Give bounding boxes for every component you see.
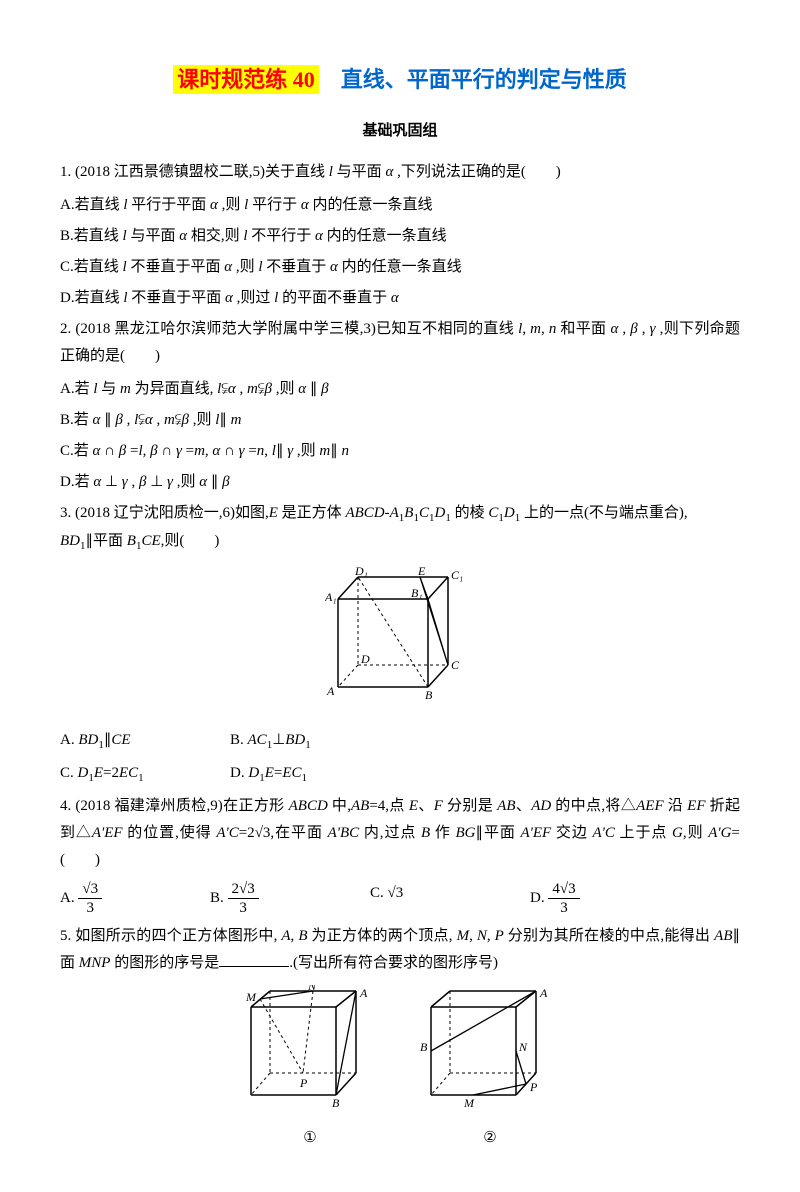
svg-text:M: M bbox=[463, 1096, 475, 1110]
q4-opts: A. √33 B. 2√33 C. √3 D. 4√33 bbox=[60, 880, 740, 917]
svg-text:D₁: D₁ bbox=[354, 567, 368, 578]
q1-stem: (2018 江西景德镇盟校二联,5)关于直线 l 与平面 α ,下列说法正确的是… bbox=[75, 164, 561, 180]
q4-optB: B. 2√33 bbox=[210, 880, 370, 917]
q3-optA: A. BD1∥CE bbox=[60, 727, 230, 756]
q3-opts-row2: C. D1E=2EC1 D. D1E=EC1 bbox=[60, 760, 740, 789]
page-title: 课时规范练 40 直线、平面平行的判定与性质 bbox=[60, 60, 740, 100]
q4-optD: D. 4√33 bbox=[530, 880, 650, 917]
question-3: 3. (2018 辽宁沈阳质检一,6)如图,E 是正方体 ABCD-A1B1C1… bbox=[60, 500, 740, 558]
svg-text:A₁: A₁ bbox=[325, 590, 337, 604]
fill-blank[interactable] bbox=[219, 952, 289, 967]
q5-stem: 如图所示的四个正方体图形中, A, B 为正方体的两个顶点, M, N, P 分… bbox=[60, 928, 740, 971]
q4-optC: C. √3 bbox=[370, 880, 530, 917]
q5-num: 5. bbox=[60, 928, 71, 944]
q2-optB: B.若 α ∥ β , l⫋α , m⫋β ,则 l∥ m bbox=[60, 407, 740, 434]
q2-optD: D.若 α ⊥ γ , β ⊥ γ ,则 α ∥ β bbox=[60, 469, 740, 496]
q1-optA: A.若直线 l 平行于平面 α ,则 l 平行于 α 内的任意一条直线 bbox=[60, 192, 740, 219]
q4-stem: (2018 福建漳州质检,9)在正方形 ABCD 中,AB=4,点 E、F 分别… bbox=[60, 798, 740, 868]
svg-text:E: E bbox=[417, 567, 426, 578]
cube2-icon: A B N M P bbox=[420, 985, 560, 1115]
svg-text:A: A bbox=[326, 684, 335, 698]
svg-text:B: B bbox=[332, 1096, 340, 1110]
cube1-icon: M N A P B bbox=[240, 985, 380, 1115]
svg-text:C: C bbox=[451, 658, 460, 672]
q3-stem: (2018 辽宁沈阳质检一,6)如图,E 是正方体 ABCD-A1B1C1D1 … bbox=[60, 505, 688, 550]
title-blue: 直线、平面平行的判定与性质 bbox=[319, 67, 627, 92]
svg-text:B: B bbox=[420, 1040, 428, 1054]
q3-figure: D₁ E C₁ A₁ B₁ D C A B bbox=[60, 567, 740, 717]
svg-text:N: N bbox=[518, 1040, 528, 1054]
svg-text:B: B bbox=[425, 688, 433, 702]
q5-figures: M N A P B ① bbox=[60, 985, 740, 1152]
fig2-label: ② bbox=[420, 1125, 560, 1152]
svg-text:B₁: B₁ bbox=[411, 586, 423, 600]
q4-optA: A. √33 bbox=[60, 880, 210, 917]
q2-optC: C.若 α ∩ β =l, β ∩ γ =m, α ∩ γ =n, l∥ γ ,… bbox=[60, 438, 740, 465]
q1-optD: D.若直线 l 不垂直于平面 α ,则过 l 的平面不垂直于 α bbox=[60, 285, 740, 312]
svg-text:A: A bbox=[359, 986, 368, 1000]
svg-text:P: P bbox=[529, 1080, 538, 1094]
q3-optD: D. D1E=EC1 bbox=[230, 760, 307, 789]
section-subtitle: 基础巩固组 bbox=[60, 118, 740, 145]
title-highlight: 课时规范练 40 bbox=[173, 65, 319, 94]
fig1-label: ① bbox=[240, 1125, 380, 1152]
svg-text:N: N bbox=[307, 985, 317, 993]
svg-text:C₁: C₁ bbox=[451, 568, 463, 582]
svg-text:M: M bbox=[245, 990, 257, 1004]
question-1: 1. (2018 江西景德镇盟校二联,5)关于直线 l 与平面 α ,下列说法正… bbox=[60, 159, 740, 186]
q4-num: 4. bbox=[60, 798, 71, 814]
q2-optA: A.若 l 与 m 为异面直线, l⫋α , m⫋β ,则 α ∥ β bbox=[60, 376, 740, 403]
q5-fig2: A B N M P ② bbox=[420, 985, 560, 1152]
q3-opts-row1: A. BD1∥CE B. AC1⊥BD1 bbox=[60, 727, 740, 756]
q3-optB: B. AC1⊥BD1 bbox=[230, 727, 311, 756]
cube-diagram-icon: D₁ E C₁ A₁ B₁ D C A B bbox=[325, 567, 475, 707]
q2-num: 2. bbox=[60, 321, 71, 337]
question-2: 2. (2018 黑龙江哈尔滨师范大学附属中学三模,3)已知互不相同的直线 l,… bbox=[60, 316, 740, 370]
svg-text:P: P bbox=[299, 1076, 308, 1090]
q3-num: 3. bbox=[60, 505, 71, 521]
q5-fig1: M N A P B ① bbox=[240, 985, 380, 1152]
q3-optC: C. D1E=2EC1 bbox=[60, 760, 230, 789]
question-4: 4. (2018 福建漳州质检,9)在正方形 ABCD 中,AB=4,点 E、F… bbox=[60, 793, 740, 874]
svg-text:A: A bbox=[539, 986, 548, 1000]
q1-optC: C.若直线 l 不垂直于平面 α ,则 l 不垂直于 α 内的任意一条直线 bbox=[60, 254, 740, 281]
svg-text:D: D bbox=[360, 652, 370, 666]
q2-stem: (2018 黑龙江哈尔滨师范大学附属中学三模,3)已知互不相同的直线 l, m,… bbox=[60, 321, 740, 364]
question-5: 5. 如图所示的四个正方体图形中, A, B 为正方体的两个顶点, M, N, … bbox=[60, 923, 740, 977]
q1-optB: B.若直线 l 与平面 α 相交,则 l 不平行于 α 内的任意一条直线 bbox=[60, 223, 740, 250]
q5-tail: .(写出所有符合要求的图形序号) bbox=[289, 955, 498, 971]
q1-num: 1. bbox=[60, 164, 71, 180]
